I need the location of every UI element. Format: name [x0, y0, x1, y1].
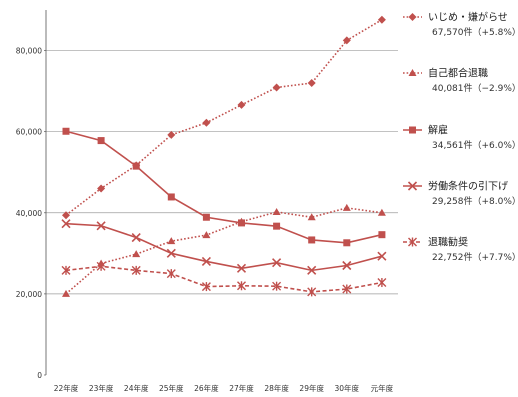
data-point	[272, 83, 281, 92]
data-point	[236, 263, 247, 273]
data-point	[131, 232, 141, 243]
series-line	[65, 222, 383, 272]
data-point	[62, 289, 70, 297]
legend-marker	[408, 13, 417, 21]
series-layer	[61, 15, 387, 297]
y-tick-label: 20,000	[16, 290, 42, 299]
data-point	[377, 278, 387, 288]
data-point	[96, 221, 106, 231]
data-point	[308, 236, 316, 244]
data-point	[202, 213, 210, 221]
data-point	[273, 222, 281, 230]
legend-marker	[409, 126, 416, 134]
legend-label: いじめ・嫌がらせ	[428, 11, 508, 24]
legend-summary: 34,561件（+6.0%）	[432, 139, 518, 151]
data-point	[61, 219, 71, 229]
legend-summary: 22,752件（+7.7%）	[432, 251, 518, 263]
x-tick-label: 27年度	[229, 383, 254, 393]
data-point	[343, 239, 351, 247]
data-point	[342, 284, 352, 294]
legend-entry: 解雇 34,561件（+6.0%）	[403, 124, 518, 151]
data-point	[201, 256, 211, 267]
legend-label: 解雇	[428, 124, 448, 137]
y-tick-labels: 0 20,000 40,000 60,000 80,000	[16, 47, 42, 380]
data-point	[378, 231, 386, 239]
data-point	[62, 211, 70, 220]
gridlines	[44, 50, 398, 376]
x-tick-label: 26年度	[194, 383, 219, 393]
legend-marker	[407, 181, 418, 191]
series-2	[62, 203, 386, 297]
data-point	[131, 265, 141, 275]
data-point	[237, 100, 246, 109]
data-point	[166, 269, 176, 279]
y-tick-label: 60,000	[16, 128, 42, 137]
x-tick-label: 29年度	[299, 383, 324, 393]
x-tick-label: 24年度	[124, 383, 149, 393]
series-line	[65, 130, 383, 244]
data-point	[96, 261, 106, 271]
data-point	[61, 265, 71, 275]
legend-label: 退職勧奨	[428, 236, 468, 249]
y-tick-label: 40,000	[16, 209, 42, 218]
x-tick-label: 22年度	[54, 383, 79, 393]
data-point	[238, 219, 245, 227]
data-point	[307, 287, 317, 297]
data-point	[307, 213, 316, 221]
legend-label: 労働条件の引下げ	[428, 180, 508, 193]
data-point	[62, 127, 70, 135]
x-tick-label: 28年度	[264, 383, 289, 393]
legend-entry: いじめ・嫌がらせ 67,570件（+5.8%）	[403, 11, 518, 38]
data-point	[132, 162, 140, 170]
data-point	[272, 281, 282, 291]
data-point	[202, 231, 211, 239]
legend-summary: 67,570件（+5.8%）	[432, 26, 518, 38]
legend-entry: 退職勧奨 22,752件（+7.7%）	[403, 236, 518, 263]
series-4	[61, 219, 387, 275]
data-point	[166, 248, 176, 258]
series-line	[65, 265, 383, 293]
legend-marker	[408, 69, 417, 76]
legend-entry: 自己都合退職 40,081件（−2.9%）	[403, 67, 518, 94]
data-point	[167, 130, 176, 139]
data-point	[132, 250, 141, 258]
x-tick-label: 23年度	[89, 383, 114, 393]
data-point	[307, 79, 316, 87]
data-point	[97, 184, 106, 193]
legend-entry: 労働条件の引下げ 29,258件（+8.0%）	[403, 180, 518, 207]
y-tick-label: 0	[37, 371, 42, 380]
legend-label: 自己都合退職	[428, 67, 488, 80]
x-tick-label: 25年度	[159, 383, 184, 393]
data-point	[377, 15, 386, 24]
data-point	[237, 281, 246, 291]
data-point	[342, 203, 351, 211]
x-tick-label: 30年度	[335, 383, 360, 393]
legend-marker	[408, 237, 417, 247]
legend-summary: 40,081件（−2.9%）	[432, 82, 518, 94]
data-point	[377, 208, 386, 216]
data-point	[307, 265, 317, 275]
x-tick-label: 元年度	[371, 383, 394, 393]
series-line	[65, 19, 383, 216]
legend-summary: 29,258件（+8.0%）	[432, 195, 518, 207]
legend: いじめ・嫌がらせ 67,570件（+5.8%） 自己都合退職 40,081件（−2.9…	[403, 11, 518, 263]
x-tick-labels: 22年度 23年度 24年度 25年度 26年度 27年度 28年度 29年度 30年度 元年度	[54, 383, 394, 393]
series-3	[62, 127, 386, 247]
data-point	[377, 251, 387, 261]
data-point	[201, 282, 211, 292]
y-tick-label: 80,000	[16, 47, 42, 56]
data-point	[167, 193, 175, 201]
series-1	[62, 15, 386, 220]
data-point	[272, 258, 282, 268]
data-point	[342, 36, 351, 45]
data-point	[342, 260, 352, 271]
series-5	[61, 261, 387, 297]
data-point	[97, 137, 105, 145]
data-point	[272, 207, 281, 215]
data-point	[202, 118, 211, 127]
data-point	[167, 237, 176, 245]
